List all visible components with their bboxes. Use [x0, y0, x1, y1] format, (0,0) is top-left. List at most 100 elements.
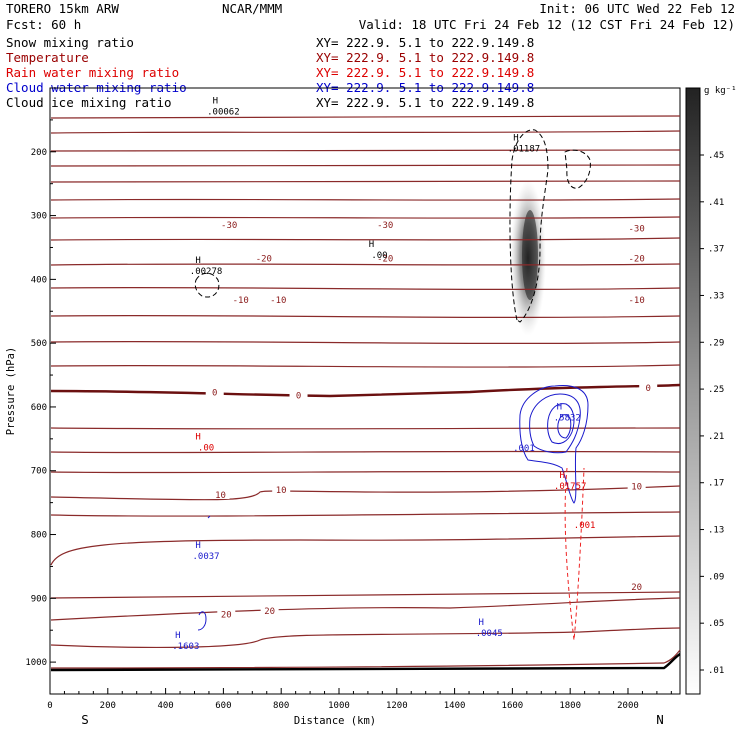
label-background [217, 608, 236, 619]
temperature-label: -20 [629, 254, 645, 264]
colorbar-label: .45 [708, 151, 724, 161]
south-label: S [81, 712, 89, 727]
colorbar-unit: g kg⁻¹ [704, 86, 737, 96]
y-tick-label: 600 [31, 403, 47, 413]
isotherm [50, 470, 681, 474]
max-value: .01187 [508, 144, 541, 154]
temperature-label: -10 [233, 296, 249, 306]
rain-contour [564, 467, 585, 641]
field-xy: XY= 222.9. 5.1 to 222.9.149.8 [316, 65, 534, 80]
snow-contour [509, 129, 549, 323]
north-label: N [656, 712, 664, 727]
max-value: .00278 [190, 267, 223, 277]
isotherm [50, 485, 681, 501]
cloud-water-contour [529, 393, 581, 454]
y-tick-label: 300 [31, 212, 47, 222]
x-tick-label: 400 [157, 701, 173, 711]
x-axis-title: Distance (km) [294, 715, 376, 727]
label-background [627, 580, 646, 591]
field-xy: XY= 222.9. 5.1 to 222.9.149.8 [316, 95, 534, 110]
label-background [231, 293, 250, 304]
colorbar-label: .05 [708, 619, 724, 629]
temperature-label: 20 [264, 607, 275, 617]
max-marker: H [195, 432, 200, 442]
label-background [627, 222, 646, 233]
colorbar-label: .29 [708, 338, 724, 348]
isotherm [50, 130, 681, 134]
y-axis: 200 300 400 500 600 700 800 900 1000 [25, 119, 56, 668]
x-tick-label: 1600 [502, 701, 524, 711]
colorbar-label: .13 [708, 526, 724, 536]
snow-contour [194, 272, 220, 298]
isotherm [50, 597, 681, 621]
y-tick-label: 500 [31, 339, 47, 349]
cloud-water-contour [557, 414, 572, 439]
forecast-hour: Fcst: 60 h [6, 17, 81, 32]
label-background [376, 219, 395, 230]
temperature-labels: -30 -30 -30 -20 -20 -20 -10 -10 -10 0 0 0 10 10 10 20 20… [205, 219, 658, 620]
max-marker: H [195, 256, 200, 266]
label-background [627, 293, 646, 304]
cloud-water-contour [519, 385, 589, 504]
colorbar-label: .37 [708, 245, 724, 255]
isotherm [50, 149, 681, 152]
colorbar-label: .25 [708, 385, 724, 395]
isotherm [50, 535, 681, 566]
temperature-label: -20 [377, 254, 393, 264]
isotherm [50, 237, 681, 241]
x-tick-label: 2000 [617, 701, 639, 711]
isotherm [50, 627, 681, 649]
field-name: Snow mixing ratio [6, 35, 134, 50]
contour-label: .001 [574, 521, 596, 531]
y-tick-label: 700 [31, 467, 47, 477]
temperature-label: 10 [215, 491, 226, 501]
field-name: Temperature [6, 50, 89, 65]
isotherm [50, 427, 681, 430]
cloud-water-contours [197, 385, 589, 631]
plot-frame [49, 87, 681, 695]
label-background [205, 386, 224, 397]
temperature-label: -20 [256, 254, 272, 264]
isotherm [50, 649, 681, 669]
isotherm [50, 286, 681, 291]
temperature-label: -30 [221, 221, 237, 231]
temperature-label: -10 [629, 296, 645, 306]
colorbar-label: .09 [708, 572, 724, 582]
isotherm [50, 364, 681, 368]
label-background [272, 483, 291, 494]
field-xy: XY= 222.9. 5.1 to 222.9.149.8 [316, 35, 534, 50]
max-marker: H [557, 403, 562, 413]
colorbar-label: .41 [708, 198, 724, 208]
max-value: .00 [371, 251, 387, 261]
max-marker: H [195, 541, 200, 551]
field-list: Snow mixing ratio XY= 222.9. 5.1 to 222.… [6, 35, 534, 110]
temperature-label: -10 [270, 296, 286, 306]
field-name: Cloud ice mixing ratio [6, 95, 172, 110]
cloud-water-contour [197, 611, 207, 631]
model-title: TORERO 15km ARW [6, 1, 119, 16]
field-name: Rain water mixing ratio [6, 65, 179, 80]
x-axis: 0 200 400 600 800 1000 1200 1400 1600 1800 2000 [47, 688, 672, 711]
colorbar-label: .01 [708, 666, 724, 676]
terrain-surface [50, 653, 681, 672]
x-tick-label: 600 [215, 701, 231, 711]
label-background [220, 219, 239, 230]
isotherm [50, 591, 681, 599]
snow-core [522, 210, 538, 300]
max-marker: H [513, 133, 518, 143]
x-tick-label: 1400 [444, 701, 466, 711]
max-marker: H [369, 240, 374, 250]
extrema-labels: H.00062H.01187H.00278H.00H.00H.5832H.017… [172, 96, 586, 652]
colorbar-label: .21 [708, 432, 724, 442]
temperature-label: -30 [377, 221, 393, 231]
x-tick-label: 0 [47, 701, 52, 711]
valid-time: Valid: 18 UTC Fri 24 Feb 12 (12 CST Fri … [359, 17, 735, 32]
isotherm [50, 164, 681, 167]
init-time: Init: 06 UTC Wed 22 Feb 12 [539, 1, 735, 16]
y-tick-label: 1000 [25, 658, 47, 668]
y-tick-label: 800 [31, 531, 47, 541]
isotherm [50, 198, 681, 201]
max-value: .01757 [554, 482, 587, 492]
max-value: .5832 [554, 414, 581, 424]
label-background [627, 252, 646, 263]
